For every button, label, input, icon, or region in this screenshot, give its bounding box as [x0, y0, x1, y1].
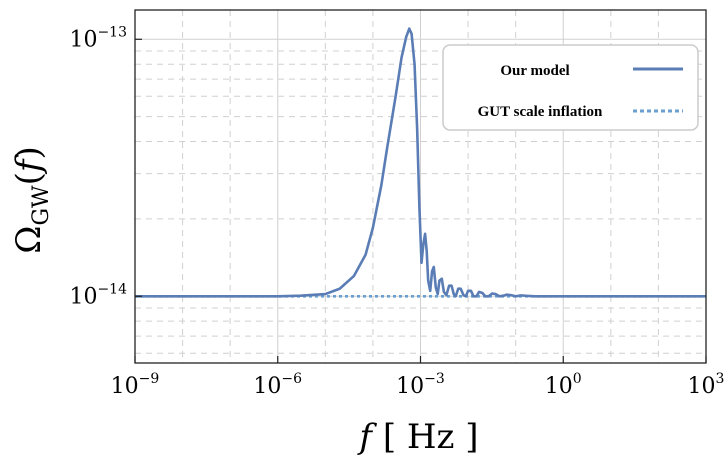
x-tick-label: 100: [545, 371, 582, 399]
x-axis-label: f [ Hz ]: [356, 417, 478, 457]
legend-label-model: Our model: [500, 63, 569, 79]
y-axis-label: ΩGW(f): [9, 146, 54, 254]
x-tick-label: 10−3: [396, 371, 445, 399]
x-tick-label: 103: [688, 371, 725, 399]
x-tick-label: 10−6: [253, 371, 302, 399]
x-tick-label: 10−9: [111, 371, 160, 399]
legend-label-baseline: GUT scale inflation: [478, 104, 603, 120]
y-tick-label: 10−14: [69, 281, 127, 309]
y-tick-label: 10−13: [69, 24, 127, 52]
curves-layer: [135, 27, 706, 298]
y-axis-symbol: Ω: [9, 226, 49, 254]
y-axis-subscript: GW: [29, 185, 54, 226]
legend: Our model GUT scale inflation: [442, 44, 699, 131]
legend-box: [442, 44, 699, 131]
ticks-layer: 10−9 10−6 10−3 100 103 10−14 10−13: [69, 24, 724, 399]
x-axis-unit: Hz: [407, 417, 455, 457]
series-line-our-model: [135, 27, 706, 298]
